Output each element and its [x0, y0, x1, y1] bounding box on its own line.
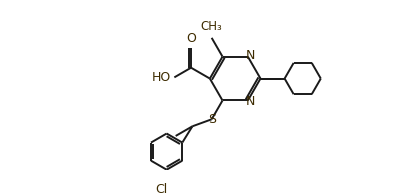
Text: O: O — [186, 32, 196, 45]
Text: N: N — [246, 95, 256, 108]
Text: HO: HO — [152, 71, 172, 84]
Text: Cl: Cl — [156, 183, 168, 196]
Text: CH₃: CH₃ — [201, 21, 222, 34]
Text: S: S — [208, 113, 216, 126]
Text: N: N — [246, 49, 256, 62]
